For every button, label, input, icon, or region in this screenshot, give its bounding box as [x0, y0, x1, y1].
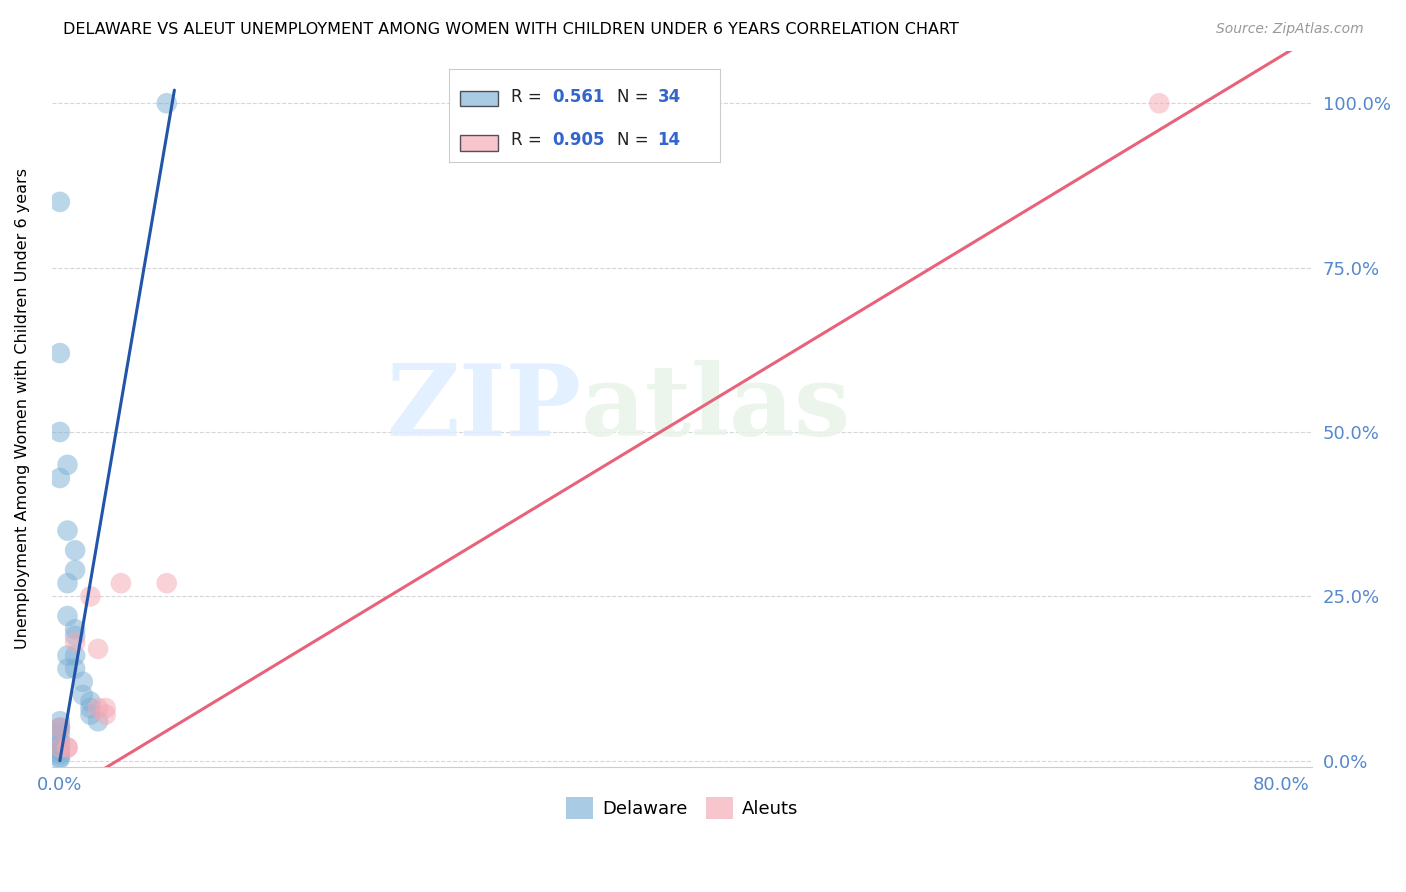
Point	[49, 734, 72, 748]
Point	[79, 707, 101, 722]
Point	[156, 96, 179, 111]
Point	[49, 471, 72, 485]
Point	[49, 727, 72, 741]
Point	[49, 346, 72, 360]
Point	[49, 721, 72, 735]
Point	[63, 662, 86, 676]
Point	[56, 609, 79, 624]
Point	[63, 563, 86, 577]
Point	[49, 425, 72, 439]
Point	[156, 576, 179, 591]
Point	[56, 648, 79, 663]
Point	[72, 688, 94, 702]
Point	[56, 524, 79, 538]
Point	[49, 194, 72, 209]
Y-axis label: Unemployment Among Women with Children Under 6 years: Unemployment Among Women with Children U…	[15, 169, 30, 649]
Point	[49, 714, 72, 729]
Text: DELAWARE VS ALEUT UNEMPLOYMENT AMONG WOMEN WITH CHILDREN UNDER 6 YEARS CORRELATI: DELAWARE VS ALEUT UNEMPLOYMENT AMONG WOM…	[63, 22, 959, 37]
Point	[94, 701, 117, 715]
Point	[56, 662, 79, 676]
Point	[49, 750, 72, 764]
Point	[49, 744, 72, 758]
Point	[63, 635, 86, 649]
Point	[87, 714, 110, 729]
Legend: Delaware, Aleuts: Delaware, Aleuts	[558, 789, 806, 826]
Point	[87, 641, 110, 656]
Text: ZIP: ZIP	[387, 360, 581, 458]
Point	[49, 740, 72, 755]
Point	[72, 674, 94, 689]
Point	[79, 701, 101, 715]
Point	[63, 622, 86, 636]
Point	[49, 721, 72, 735]
Text: atlas: atlas	[581, 360, 852, 458]
Point	[49, 737, 72, 751]
Point	[79, 590, 101, 604]
Point	[56, 458, 79, 472]
Point	[56, 576, 79, 591]
Point	[79, 694, 101, 708]
Point	[63, 629, 86, 643]
Point	[1147, 96, 1170, 111]
Point	[87, 701, 110, 715]
Point	[49, 747, 72, 761]
Point	[49, 721, 72, 735]
Point	[63, 648, 86, 663]
Point	[110, 576, 132, 591]
Point	[49, 740, 72, 755]
Text: Source: ZipAtlas.com: Source: ZipAtlas.com	[1216, 22, 1364, 37]
Point	[49, 752, 72, 766]
Point	[506, 122, 529, 136]
Point	[63, 543, 86, 558]
Point	[94, 707, 117, 722]
Point	[56, 740, 79, 755]
Point	[56, 740, 79, 755]
